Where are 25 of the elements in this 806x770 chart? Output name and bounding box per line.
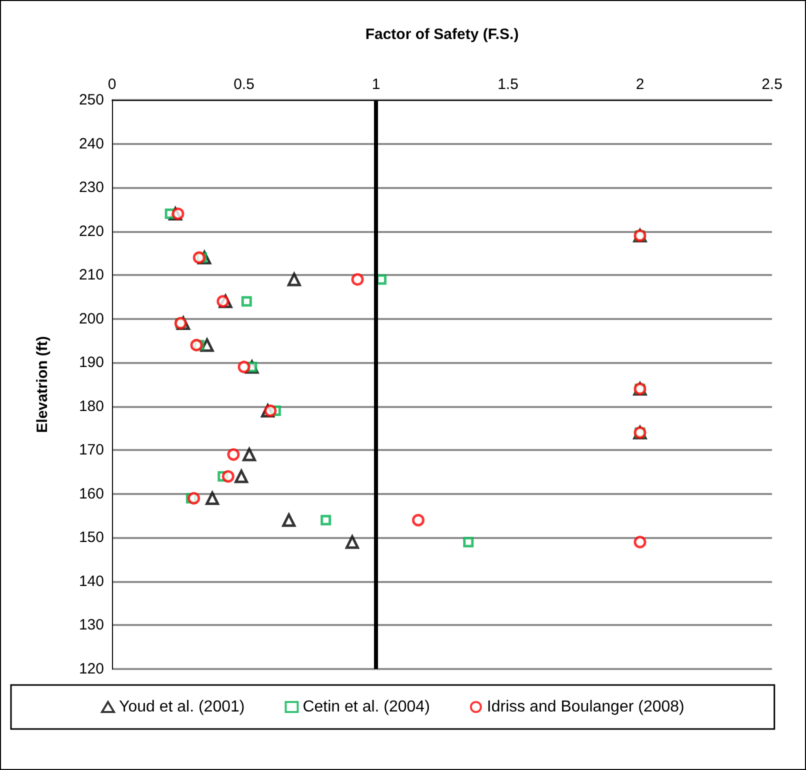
x-tick-label: 1.5 [498, 76, 518, 93]
x-tick-label: 1 [372, 76, 380, 93]
y-tick-label: 180 [78, 398, 104, 415]
x-tick-label: 2.5 [762, 76, 782, 93]
y-tick-label: 240 [78, 135, 104, 152]
y-tick-label: 210 [78, 266, 104, 284]
x-tick-label: 0.5 [234, 76, 254, 93]
y-tick-label: 190 [78, 354, 104, 372]
y-tick-label: 250 [78, 92, 104, 108]
legend-label: Idriss and Boulanger (2008) [486, 698, 684, 716]
y-tick-label: 200 [78, 310, 104, 328]
y-tick-label: 130 [78, 616, 104, 634]
y-tick-label: 120 [78, 660, 104, 678]
x-tick-label: 0 [108, 76, 116, 93]
y-tick-label: 220 [78, 222, 104, 240]
y-tick-label: 150 [78, 529, 104, 546]
y-axis-title: Elevatrion (ft) [34, 336, 51, 433]
y-tick-label: 160 [78, 485, 104, 502]
y-tick-label: 170 [78, 442, 104, 459]
legend-label: Cetin et al. (2004) [302, 698, 430, 716]
y-tick-label: 230 [78, 179, 104, 196]
y-tick-label: 140 [78, 572, 104, 590]
legend-label: Youd et al. (2001) [119, 698, 245, 716]
x-axis-title: Factor of Safety (F.S.) [365, 26, 519, 43]
x-tick-label: 2 [636, 76, 644, 93]
